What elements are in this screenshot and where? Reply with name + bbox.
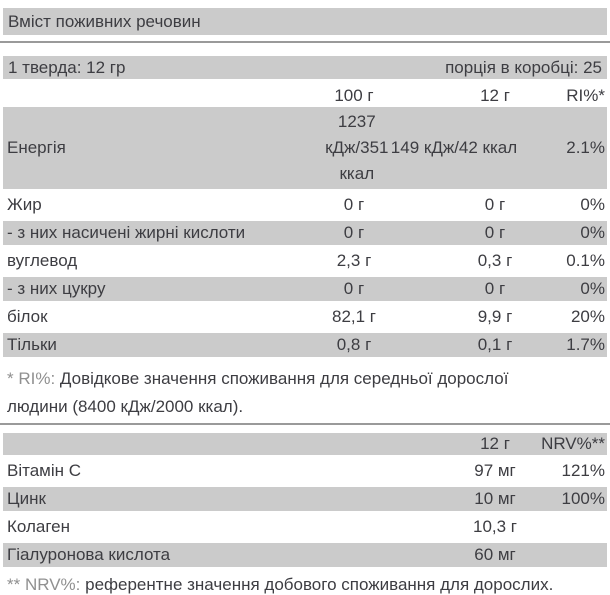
col-header-nrv: NRV%**: [541, 434, 605, 453]
table-row-protein: білок 82,1 г 9,9 г 20%: [3, 305, 607, 329]
panel-title-bar: Вміст поживних речовин: [3, 8, 607, 35]
value-nrv: 121%: [561, 461, 605, 480]
ri-footnote-marker: * RI%:: [7, 369, 56, 388]
value-12g: 0,1 г: [477, 335, 513, 354]
value-12g: 0 г: [484, 223, 506, 242]
nutrient-label: - з них насичені жирні кислоти: [7, 223, 246, 242]
divider-top: [0, 41, 610, 43]
col-header-12g-2: 12 г: [480, 434, 510, 453]
nutrient-label: вуглевод: [7, 251, 78, 270]
nutrient-label: Енергія: [7, 138, 66, 157]
table-row-saturated-fat: - з них насичені жирні кислоти 0 г 0 г 0…: [3, 221, 607, 245]
table-row-zinc: Цинк 10 мг 100%: [3, 487, 607, 511]
page-title: Вміст поживних речовин: [8, 11, 201, 31]
ri-footnote: * RI%: Довідкове значення споживання для…: [3, 365, 607, 421]
col-header-100g: 100 г: [334, 86, 374, 105]
nutrient-label: Гіалуронова кислота: [7, 545, 171, 564]
value-12g: 97 мг: [474, 461, 516, 480]
nutrient-label: - з них цукру: [7, 279, 106, 298]
value-12g: 0 г: [484, 279, 506, 298]
ri-footnote-line1: * RI%: Довідкове значення споживання для…: [7, 369, 509, 388]
table-row-carbohydrate: вуглевод 2,3 г 0,3 г 0.1%: [3, 249, 607, 273]
table-row-hyaluronic-acid: Гіалуронова кислота 60 мг: [3, 543, 607, 567]
value-nrv: [561, 515, 607, 539]
serving-size: 1 тверда: 12 гр: [8, 57, 126, 77]
value-nrv: [561, 543, 607, 567]
value-12g: 9,9 г: [477, 307, 513, 326]
value-ri: 0%: [580, 279, 605, 298]
value-nrv: 100%: [561, 489, 605, 508]
value-ri: 0.1%: [566, 251, 605, 270]
nutrient-label: Цинк: [7, 489, 46, 508]
nutrient-label: Жир: [7, 195, 42, 214]
value-100g: 0 г: [343, 279, 365, 298]
value-12g: 0 г: [484, 195, 506, 214]
nrv-footnote-marker: ** NRV%:: [7, 575, 81, 594]
energy-value-100g: 1237 кДж/351 ккал: [325, 112, 389, 183]
col-header-ri: RI%*: [566, 86, 605, 105]
value-ri: 0%: [580, 223, 605, 242]
table-row-collagen: Колаген 10,3 г: [3, 515, 607, 539]
value-ri: 1.7%: [566, 335, 605, 354]
value-ri: 20%: [570, 307, 605, 326]
value-100g: 2,3 г: [336, 251, 372, 270]
value-12g: 10,3 г: [472, 517, 517, 536]
energy-value-12g: 149 кДж/42 ккал: [390, 138, 518, 157]
table-row-sugars: - з них цукру 0 г 0 г 0%: [3, 277, 607, 301]
ri-footnote-line2: людини (8400 кДж/2000 ккал).: [7, 397, 244, 416]
value-ri: 0%: [580, 195, 605, 214]
value-100g: 0 г: [343, 195, 365, 214]
table-row-fat: Жир 0 г 0 г 0%: [3, 193, 607, 217]
table1-header-row: 100 г 12 г RI%*: [3, 85, 607, 107]
value-100g: 0,8 г: [336, 335, 372, 354]
table-row-salt: Тільки 0,8 г 0,1 г 1.7%: [3, 333, 607, 357]
value-12g: 0,3 г: [477, 251, 513, 270]
value-100g: 82,1 г: [331, 307, 376, 326]
table-row-vitamin-c: Вітамін С 97 мг 121%: [3, 459, 607, 483]
table2-header-row: 12 г NRV%**: [3, 433, 607, 455]
table-row-energy: Енергія 1237 кДж/351 ккал 149 кДж/42 кка…: [3, 107, 607, 189]
nutrient-label: Вітамін С: [7, 461, 82, 480]
energy-values: 1237 кДж/351 ккал 149 кДж/42 ккал: [279, 109, 561, 187]
value-12g: 10 мг: [474, 489, 516, 508]
servings-per-box: порція в коробці: 25: [445, 57, 602, 77]
value-100g: 0 г: [343, 223, 365, 242]
serving-info-bar: 1 тверда: 12 гр порція в коробці: 25: [3, 56, 607, 79]
divider-middle: [0, 423, 610, 425]
nrv-footnote: ** NRV%: референтне значення добового сп…: [7, 575, 554, 594]
energy-ri: 2.1%: [566, 138, 605, 157]
nutrient-label: Колаген: [7, 517, 71, 536]
col-header-12g: 12 г: [480, 86, 510, 105]
value-12g: 60 мг: [474, 545, 516, 564]
nutrient-label: Тільки: [7, 335, 57, 354]
nutrient-label: білок: [7, 307, 48, 326]
